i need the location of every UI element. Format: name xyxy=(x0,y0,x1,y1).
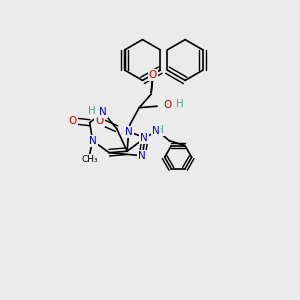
Text: N: N xyxy=(125,127,133,137)
Text: O: O xyxy=(164,100,172,110)
Text: N: N xyxy=(140,133,148,143)
Text: N: N xyxy=(152,125,160,136)
Text: CH₃: CH₃ xyxy=(81,155,98,164)
Text: O: O xyxy=(148,70,157,80)
Text: N: N xyxy=(89,136,97,146)
Text: N: N xyxy=(99,107,107,117)
Text: O: O xyxy=(95,116,104,126)
Text: N: N xyxy=(138,151,146,161)
Text: H: H xyxy=(88,106,96,116)
Text: H: H xyxy=(176,99,184,109)
Text: O: O xyxy=(68,116,77,126)
Text: H: H xyxy=(156,125,164,135)
Text: N: N xyxy=(125,127,133,137)
